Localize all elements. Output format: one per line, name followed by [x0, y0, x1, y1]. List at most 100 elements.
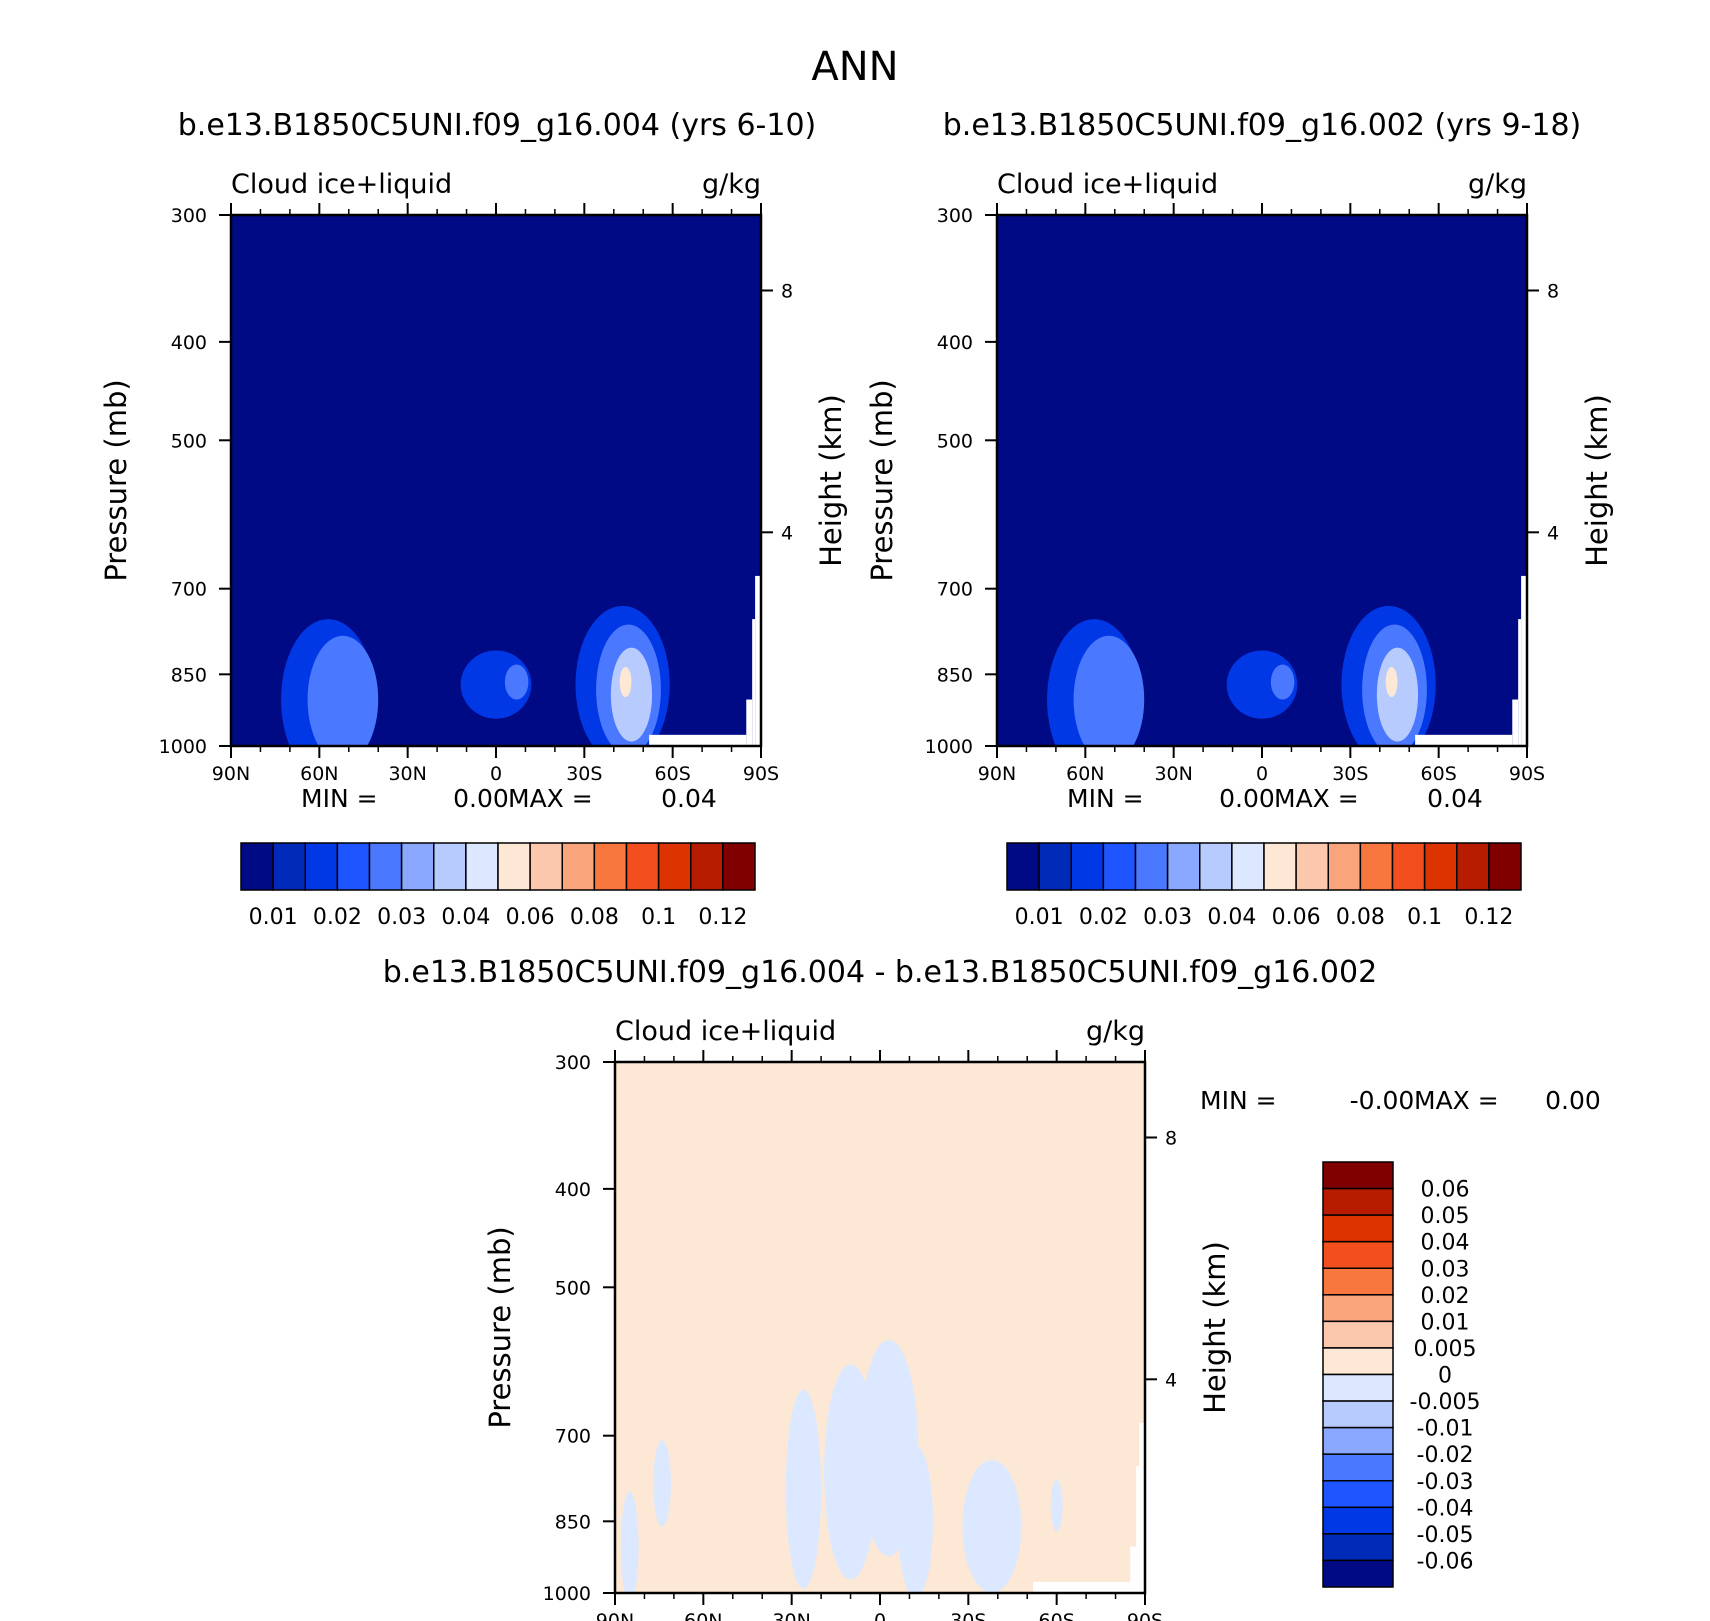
contour-region	[619, 667, 632, 698]
colorbar-swatch	[1166, 842, 1201, 891]
colorbar-swatch	[1359, 842, 1394, 891]
missing-data-region	[1139, 1422, 1145, 1593]
colorbar: 0.01 0.02 0.03 0.04 0.06 0.08 0.1 0.12	[1006, 842, 1522, 930]
missing-data-region	[755, 575, 761, 746]
colorbar-label: 0.02	[1421, 1284, 1470, 1309]
x-tick-label: 0	[1256, 763, 1268, 785]
colorbar-swatch	[1038, 842, 1072, 891]
colorbar-swatch	[1456, 842, 1490, 891]
x-tick-label: 30N	[1154, 763, 1192, 785]
y-tick-label: 700	[555, 1426, 591, 1448]
panel-title: b.e13.B1850C5UNI.f09_g16.004 (yrs 6-10)	[178, 108, 817, 143]
colorbar-swatch	[433, 842, 467, 891]
contour-region	[1050, 1479, 1063, 1532]
colorbar-label: 0.04	[1421, 1231, 1470, 1256]
contour-region	[1376, 647, 1419, 742]
y-axis-label: Pressure (mb)	[865, 379, 899, 581]
colorbar-swatch	[1322, 1426, 1394, 1455]
y-right-tick-label: 8	[1547, 280, 1559, 302]
max-value: 0.04	[1427, 784, 1483, 813]
colorbar-label: 0.04	[1207, 905, 1256, 930]
colorbar-swatch	[1322, 1480, 1394, 1509]
colorbar-swatch	[593, 842, 628, 891]
x-tick-label: 90S	[743, 763, 779, 785]
colorbar-label: -0.06	[1417, 1549, 1474, 1574]
colorbar-label: 0.12	[1464, 905, 1513, 930]
variable-label: Cloud ice+liquid	[615, 1016, 836, 1047]
colorbar-label: 0.03	[1143, 905, 1192, 930]
max-value: 0.04	[661, 784, 717, 813]
x-tick-label: 60N	[684, 1610, 722, 1621]
missing-data-region	[1518, 619, 1522, 746]
min-label: MIN =	[301, 784, 378, 813]
colorbar-swatch	[561, 842, 596, 891]
colorbar-swatch	[465, 842, 499, 891]
y-right-axis-label: Height (km)	[814, 394, 848, 567]
colorbar-swatch	[1322, 1347, 1394, 1376]
colorbar-label: 0.06	[1272, 905, 1321, 930]
colorbar-swatch	[1322, 1267, 1394, 1296]
contour-region	[1091, 661, 1139, 746]
colorbar-label: 0.1	[641, 905, 676, 930]
max-value: 0.00	[1545, 1086, 1601, 1115]
colorbar-swatch	[1070, 842, 1105, 891]
colorbar: 0.060.050.040.030.020.010.0050-0.005-0.0…	[1322, 1161, 1480, 1588]
y-right-tick-label: 8	[781, 280, 793, 302]
colorbar-swatch	[1322, 1559, 1394, 1588]
y-right-tick-label: 4	[781, 522, 793, 544]
colorbar-swatch	[1391, 842, 1426, 891]
colorbar-label: 0.01	[1421, 1310, 1470, 1335]
colorbar-swatch	[1231, 842, 1265, 891]
colorbar-label: 0.08	[570, 905, 619, 930]
x-tick-label: 90S	[1509, 763, 1545, 785]
colorbar-label: 0.005	[1414, 1337, 1477, 1362]
y-tick-label: 1000	[159, 736, 207, 758]
colorbar-label: -0.02	[1417, 1443, 1474, 1468]
plot-area	[997, 215, 1527, 746]
x-tick-label: 30N	[772, 1610, 810, 1621]
colorbar-swatch	[1295, 842, 1329, 891]
contour-region	[1385, 667, 1398, 698]
y-tick-label: 400	[171, 332, 207, 354]
missing-data-region	[1130, 1546, 1137, 1593]
missing-data-region	[1521, 575, 1527, 746]
colorbar-label: 0.02	[313, 905, 362, 930]
y-tick-label: 1000	[543, 1583, 591, 1605]
colorbar-swatch	[400, 842, 435, 891]
y-tick-label: 500	[937, 430, 973, 452]
colorbar-swatch	[1322, 1187, 1394, 1216]
colorbar-swatch	[625, 842, 660, 891]
colorbar-swatch	[1327, 842, 1362, 891]
colorbar-swatch	[690, 842, 724, 891]
colorbar-label: -0.04	[1417, 1496, 1474, 1521]
x-tick-label: 90S	[1127, 1610, 1163, 1621]
max-label: MAX =	[508, 784, 593, 813]
x-tick-label: 0	[490, 763, 502, 785]
colorbar-swatch	[1263, 842, 1297, 891]
min-label: MIN =	[1200, 1086, 1277, 1115]
missing-data-region	[1512, 699, 1519, 746]
missing-data-region	[1033, 1581, 1131, 1593]
y-tick-label: 400	[555, 1179, 591, 1201]
colorbar-swatch	[1134, 842, 1169, 891]
units-label: g/kg	[702, 169, 761, 200]
colorbar-label: 0.12	[698, 905, 747, 930]
max-label: MAX =	[1274, 784, 1359, 813]
y-right-tick-label: 4	[1165, 1369, 1177, 1391]
y-tick-label: 850	[937, 664, 973, 686]
x-tick-label: 60N	[1066, 763, 1104, 785]
colorbar-swatch	[657, 842, 692, 891]
missing-data-region	[746, 699, 753, 746]
colorbar-swatch	[1199, 842, 1233, 891]
colorbar-label: -0.01	[1417, 1417, 1474, 1442]
colorbar-swatch	[1322, 1533, 1394, 1562]
y-tick-label: 700	[937, 579, 973, 601]
units-label: g/kg	[1086, 1016, 1145, 1047]
colorbar-label: 0.08	[1336, 905, 1385, 930]
colorbar-swatch	[304, 842, 339, 891]
x-tick-label: 30S	[1332, 763, 1368, 785]
contour-region	[504, 664, 529, 700]
colorbar-swatch	[240, 842, 274, 891]
contour-region	[620, 1491, 639, 1593]
y-right-tick-label: 4	[1547, 522, 1559, 544]
